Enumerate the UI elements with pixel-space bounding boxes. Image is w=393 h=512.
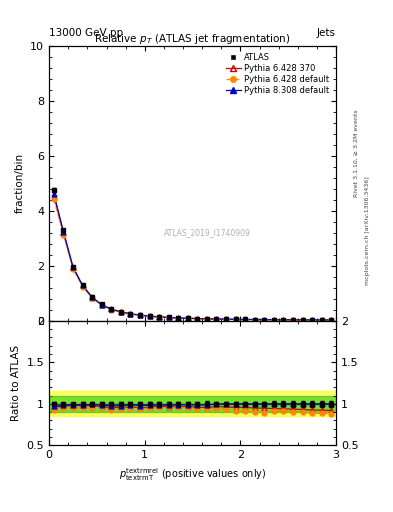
X-axis label: $p_\mathrm{textrm{T}}^\mathrm{textrm{rel}}$ (positive values only): $p_\mathrm{textrm{T}}^\mathrm{textrm{rel… <box>119 466 266 483</box>
Y-axis label: Ratio to ATLAS: Ratio to ATLAS <box>11 345 21 421</box>
Title: Relative $p_T$ (ATLAS jet fragmentation): Relative $p_T$ (ATLAS jet fragmentation) <box>94 32 291 46</box>
Bar <box>49 391 336 416</box>
Y-axis label: fraction/bin: fraction/bin <box>15 153 25 214</box>
Text: Jets: Jets <box>317 28 336 38</box>
Legend: ATLAS, Pythia 6.428 370, Pythia 6.428 default, Pythia 8.308 default: ATLAS, Pythia 6.428 370, Pythia 6.428 de… <box>223 50 332 97</box>
Text: ATLAS_2019_I1740909: ATLAS_2019_I1740909 <box>163 228 250 237</box>
Text: mcplots.cern.ch [arXiv:1306.3436]: mcplots.cern.ch [arXiv:1306.3436] <box>365 176 371 285</box>
Bar <box>49 395 336 412</box>
Text: Rivet 3.1.10, ≥ 3.2M events: Rivet 3.1.10, ≥ 3.2M events <box>354 110 359 198</box>
Text: 13000 GeV pp: 13000 GeV pp <box>49 28 123 38</box>
